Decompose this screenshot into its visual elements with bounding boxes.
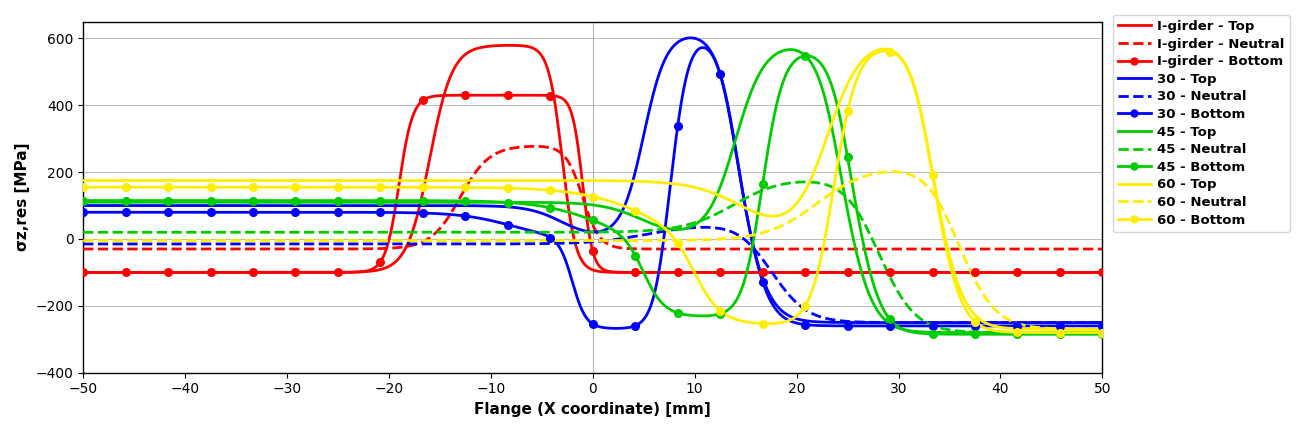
Y-axis label: σz,res [MPa]: σz,res [MPa]	[14, 143, 30, 251]
Legend: I-girder - Top, I-girder - Neutral, I-girder - Bottom, 30 - Top, 30 - Neutral, 3: I-girder - Top, I-girder - Neutral, I-gi…	[1113, 15, 1291, 232]
X-axis label: Flange (X coordinate) [mm]: Flange (X coordinate) [mm]	[475, 402, 711, 417]
